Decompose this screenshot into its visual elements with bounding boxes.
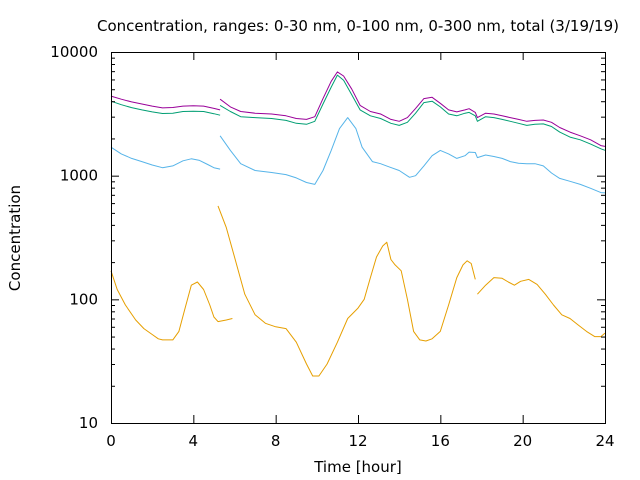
y-tick-label: 100 <box>69 290 98 308</box>
x-tick-label: 8 <box>271 432 281 450</box>
x-tick-label: 0 <box>106 432 116 450</box>
y-tick-label: 1000 <box>60 167 98 185</box>
series-1-segment-2 <box>217 205 476 377</box>
y-tick-label: 10000 <box>50 43 98 61</box>
y-tick-label: 10 <box>79 414 98 432</box>
x-tick-label: 24 <box>595 432 614 450</box>
series-2-segment-2 <box>219 117 606 194</box>
series-1-segment-1 <box>110 270 233 341</box>
y-axis-label: Concentration <box>6 185 24 291</box>
x-axis-label: Time [hour] <box>313 458 402 476</box>
series-3-segment-2 <box>219 74 606 151</box>
tick-layer: 0 4 8 12 16 20 24 10 100 1000 10000 <box>50 43 614 450</box>
plot-frame <box>111 52 606 424</box>
series-layer <box>110 71 606 377</box>
chart-title: Concentration, ranges: 0-30 nm, 0-100 nm… <box>97 17 619 35</box>
series-3-segment-1 <box>110 100 221 116</box>
series-4-segment-2 <box>219 71 606 147</box>
x-tick-label: 12 <box>348 432 367 450</box>
series-1-segment-3 <box>477 277 606 338</box>
x-tick-label: 4 <box>189 432 199 450</box>
x-tick-label: 20 <box>513 432 532 450</box>
series-2-segment-1 <box>110 146 221 170</box>
x-tick-label: 16 <box>431 432 450 450</box>
series-4-segment-1 <box>110 95 221 111</box>
